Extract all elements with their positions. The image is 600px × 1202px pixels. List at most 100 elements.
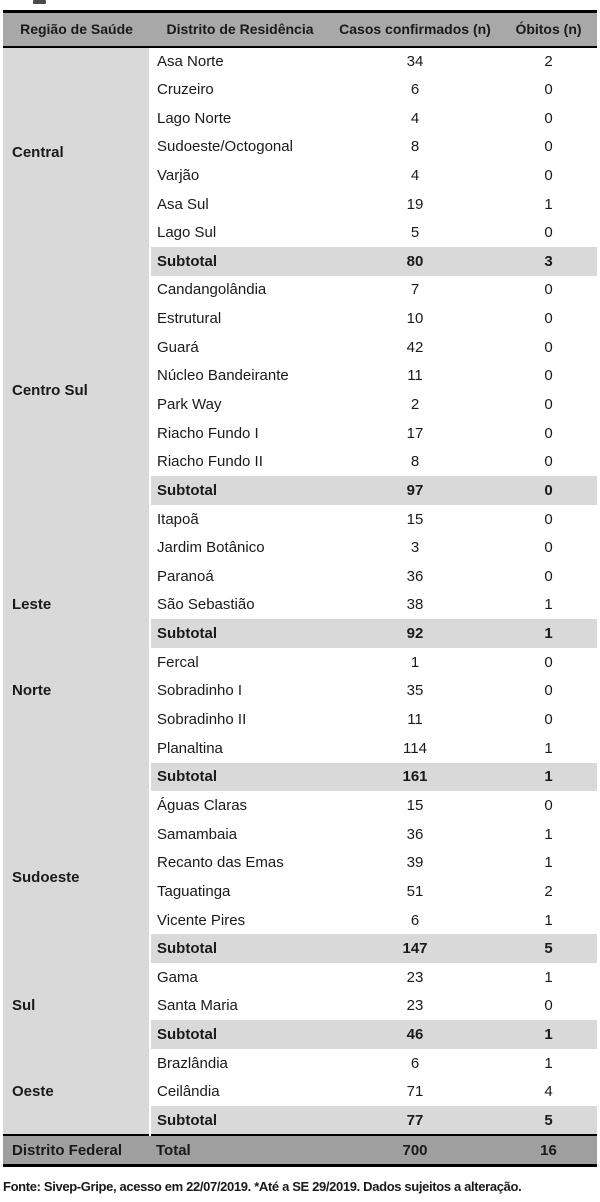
district-row: Taguatinga 51 2 — [3, 877, 597, 906]
subtotal-row: Subtotal 46 1 — [3, 1020, 597, 1049]
district-name-cell: Riacho Fundo I — [150, 418, 330, 448]
district-name-cell: Asa Norte — [150, 46, 330, 76]
subtotal-label-cell: Subtotal — [150, 246, 330, 276]
cases-value-cell: 6 — [330, 1048, 500, 1078]
subtotal-cases-cell: 92 — [330, 619, 500, 648]
subtotal-cases-cell: 97 — [330, 476, 500, 505]
cases-value-cell: 19 — [330, 189, 500, 219]
district-row: Cruzeiro 6 0 — [3, 75, 597, 104]
region-label: Sul — [12, 997, 36, 1015]
deaths-value-cell: 4 — [500, 1077, 597, 1107]
district-row: Centro Sul Candangolândia 7 0 — [3, 275, 597, 505]
cases-value-cell: 23 — [330, 991, 500, 1021]
subtotal-deaths-cell: 0 — [500, 476, 597, 505]
district-row: Sudoeste/Octogonal 8 0 — [3, 132, 597, 162]
total-region-cell: Distrito Federal — [3, 1133, 150, 1166]
district-name-cell: Estrutural — [150, 304, 330, 333]
district-row: Norte Fercal 1 0 — [3, 647, 597, 792]
cases-value-cell: 71 — [330, 1077, 500, 1107]
deaths-value-cell: 0 — [500, 504, 597, 534]
cases-value-cell: 5 — [330, 218, 500, 247]
district-name-cell: Brazlândia — [150, 1048, 330, 1078]
district-name-cell: São Sebastião — [150, 590, 330, 620]
cases-value-cell: 36 — [330, 819, 500, 849]
region-cell: Sul — [3, 963, 151, 1049]
district-row: Santa Maria 23 0 — [3, 991, 597, 1021]
region-cell: Leste — [3, 504, 151, 648]
subtotal-label-cell: Subtotal — [150, 476, 330, 505]
district-row: Central Asa Norte 34 2 — [3, 46, 597, 276]
district-row: Lago Norte 4 0 — [3, 103, 597, 133]
cases-value-cell: 8 — [330, 132, 500, 162]
subtotal-deaths-cell: 5 — [500, 1106, 597, 1135]
district-row: Guará 42 0 — [3, 332, 597, 362]
cases-value-cell: 51 — [330, 877, 500, 906]
subtotal-label-cell: Subtotal — [150, 934, 330, 963]
column-header-region: Região de Saúde — [3, 11, 150, 48]
column-header-deaths: Óbitos (n) — [500, 11, 597, 48]
district-row: Riacho Fundo I 17 0 — [3, 418, 597, 448]
source-footnote: Fonte: Sivep-Gripe, acesso em 22/07/2019… — [3, 1179, 522, 1194]
region-cell: Central — [3, 46, 151, 276]
subtotal-row: Subtotal 92 1 — [3, 619, 597, 648]
district-name-cell: Samambaia — [150, 819, 330, 849]
district-name-cell: Lago Norte — [150, 103, 330, 133]
district-row: Leste Itapoã 15 0 — [3, 504, 597, 648]
district-row: Jardim Botânico 3 0 — [3, 533, 597, 563]
subtotal-deaths-cell: 1 — [500, 1020, 597, 1049]
deaths-value-cell: 0 — [500, 161, 597, 190]
deaths-value-cell: 1 — [500, 963, 597, 992]
district-name-cell: Sobradinho I — [150, 676, 330, 706]
subtotal-row: Subtotal 80 3 — [3, 246, 597, 276]
deaths-value-cell: 0 — [500, 647, 597, 677]
total-label-cell: Total — [150, 1133, 330, 1166]
cases-value-cell: 6 — [330, 75, 500, 104]
cases-value-cell: 17 — [330, 418, 500, 448]
district-name-cell: Ceilândia — [150, 1077, 330, 1107]
cases-value-cell: 2 — [330, 390, 500, 419]
subtotal-cases-cell: 77 — [330, 1106, 500, 1135]
district-name-cell: Candangolândia — [150, 275, 330, 305]
deaths-value-cell: 0 — [500, 304, 597, 333]
district-row: Oeste Brazlândia 6 1 — [3, 1048, 597, 1135]
district-name-cell: Guará — [150, 332, 330, 362]
district-name-cell: Vicente Pires — [150, 905, 330, 935]
region-label: Norte — [12, 682, 52, 700]
subtotal-row: Subtotal 97 0 — [3, 476, 597, 505]
district-name-cell: Sobradinho II — [150, 705, 330, 734]
deaths-value-cell: 1 — [500, 905, 597, 935]
subtotal-deaths-cell: 1 — [500, 619, 597, 648]
cases-value-cell: 42 — [330, 332, 500, 362]
district-row: Riacho Fundo II 8 0 — [3, 447, 597, 477]
district-row: Sobradinho II 11 0 — [3, 705, 597, 734]
region-cell: Norte — [3, 647, 151, 792]
deaths-value-cell: 2 — [500, 46, 597, 76]
district-name-cell: Jardim Botânico — [150, 533, 330, 563]
region-label: Leste — [12, 595, 52, 613]
district-row: Sobradinho I 35 0 — [3, 676, 597, 706]
district-row: Núcleo Bandeirante 11 0 — [3, 361, 597, 391]
cases-value-cell: 6 — [330, 905, 500, 935]
total-section: Distrito Federal Total 700 16 — [3, 1133, 597, 1166]
cases-value-cell: 11 — [330, 361, 500, 391]
region-cell: Centro Sul — [3, 275, 151, 505]
region-label: Centro Sul — [12, 381, 88, 399]
deaths-value-cell: 0 — [500, 275, 597, 305]
cases-value-cell: 35 — [330, 676, 500, 706]
cases-value-cell: 4 — [330, 161, 500, 190]
district-name-cell: Águas Claras — [150, 791, 330, 820]
cases-value-cell: 15 — [330, 504, 500, 534]
cases-value-cell: 4 — [330, 103, 500, 133]
deaths-value-cell: 0 — [500, 705, 597, 734]
district-row: Paranoá 36 0 — [3, 562, 597, 591]
district-row: Lago Sul 5 0 — [3, 218, 597, 247]
subtotal-cases-cell: 147 — [330, 934, 500, 963]
deaths-value-cell: 0 — [500, 103, 597, 133]
subtotal-deaths-cell: 3 — [500, 246, 597, 276]
district-name-cell: Paranoá — [150, 562, 330, 591]
cases-value-cell: 1 — [330, 647, 500, 677]
deaths-value-cell: 0 — [500, 390, 597, 419]
cases-by-district-table: Região de Saúde Distrito de Residência C… — [3, 10, 597, 1168]
district-row: Planaltina 114 1 — [3, 733, 597, 763]
